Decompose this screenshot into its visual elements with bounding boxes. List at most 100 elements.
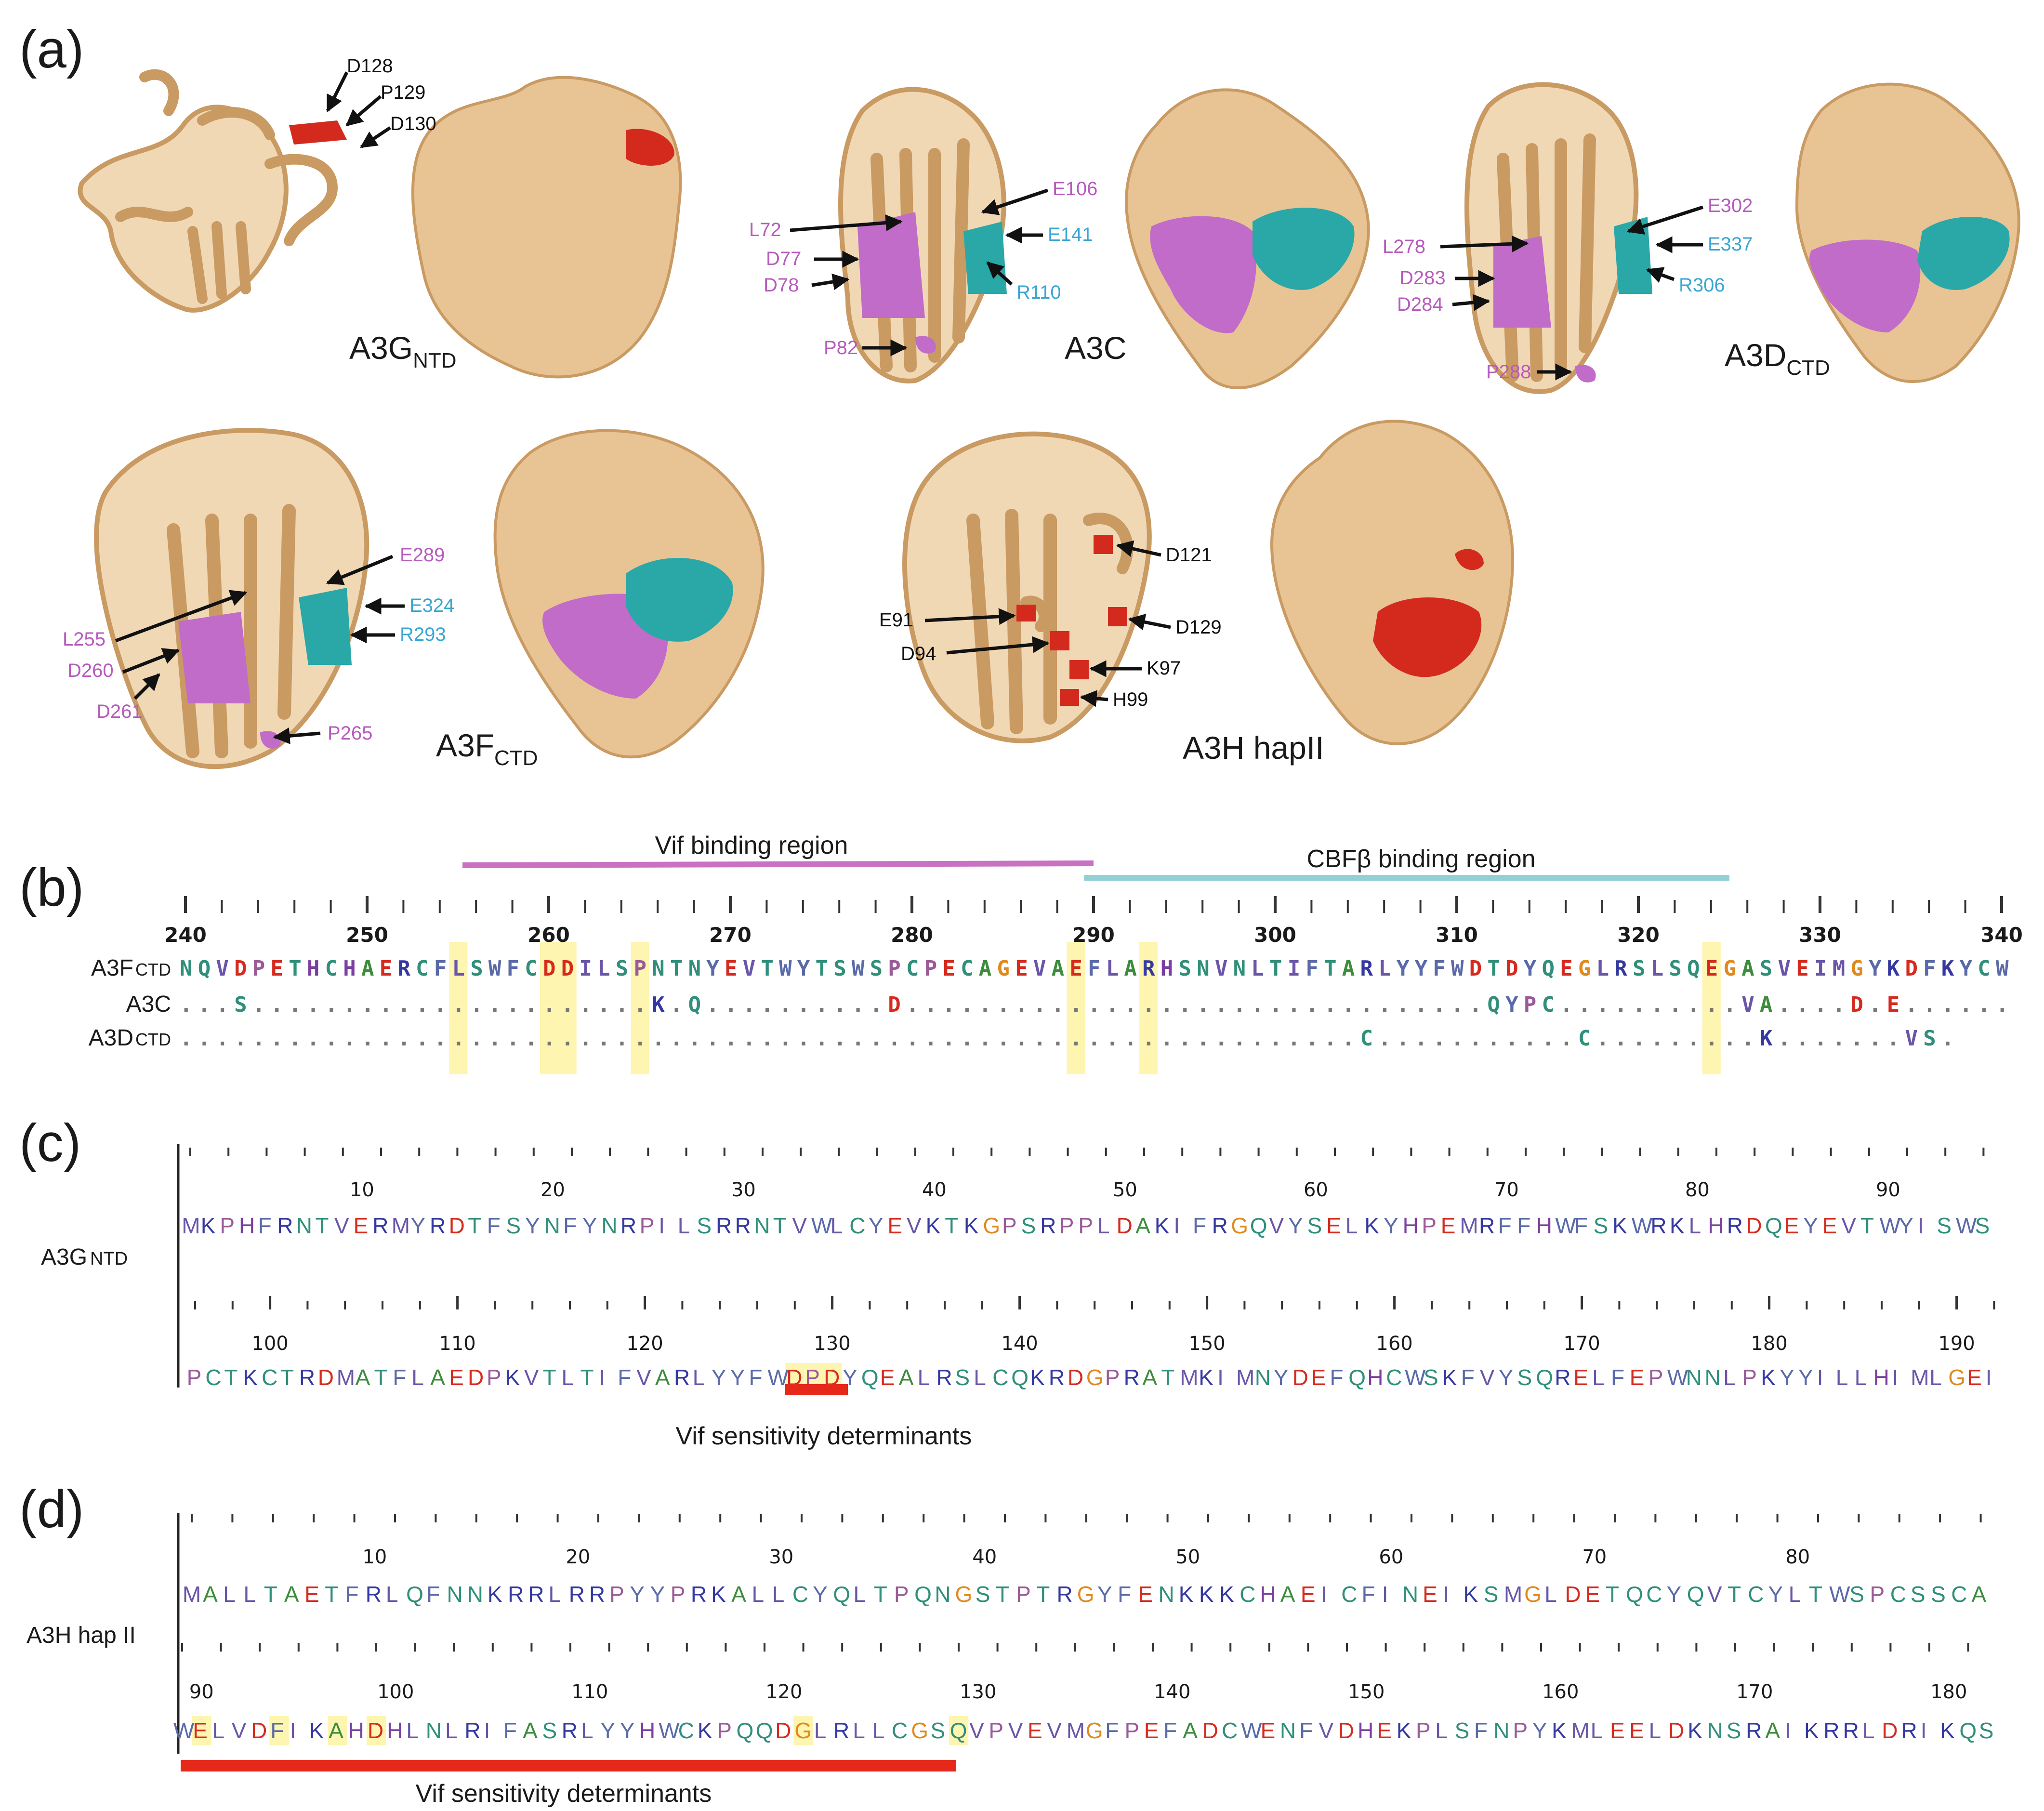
ruler-number: 320 [1617, 923, 1660, 947]
sequence-highlight [793, 1716, 813, 1745]
ruler-number: 140 [1154, 1681, 1190, 1703]
alignment-highlight [558, 942, 577, 1074]
residue-p82: P82 [824, 337, 858, 358]
residue-l255: L255 [63, 629, 105, 650]
ruler-number: 80 [1785, 1546, 1810, 1568]
ruler-number: 40 [972, 1546, 997, 1568]
residue-e289: E289 [400, 544, 445, 566]
vif-binding-region-label: Vif binding region [655, 832, 848, 859]
alignment-row-label: A3F CTD [91, 955, 171, 981]
protein-sequence: MK P H F R N T V E R MY R D T F S Y N F Y N R P I L S R R N T V WL C Y E V K… [182, 1213, 1990, 1238]
a3d-ctd-label: A3DCTD [1725, 337, 1830, 380]
ruler-number: 50 [1113, 1179, 1137, 1201]
a3f-ctd-label: A3FCTD [436, 727, 538, 770]
residue-e337: E337 [1708, 234, 1753, 255]
a3d-ctd-cartoon [1464, 82, 1652, 394]
ruler-number: 10 [350, 1179, 374, 1201]
a3c-surface [1125, 88, 1370, 389]
ruler-number: 20 [566, 1546, 590, 1568]
ruler-number: 70 [1582, 1546, 1607, 1568]
ruler-number: 280 [891, 923, 933, 947]
ruler-number: 100 [377, 1681, 414, 1703]
residue-r306: R306 [1679, 275, 1725, 296]
residue-e106: E106 [1053, 178, 1097, 199]
ruler-number: 30 [769, 1546, 793, 1568]
panel-b-ruler-numbers: 240 250 260 270 280 290 300 310 320 330 340 [164, 923, 2023, 947]
ruler-number: 100 [251, 1333, 288, 1355]
alignment-highlight [1139, 942, 1158, 1074]
panel-b-highlights [449, 942, 1721, 1074]
ruler-number: 250 [346, 923, 388, 947]
alignment-sequence: ........................................… [180, 1026, 1954, 1051]
ruler-number: 60 [1379, 1546, 1403, 1568]
sequence-highlight [366, 1716, 386, 1745]
residue-e91: E91 [879, 609, 913, 631]
a3h-row-label: A3H hap II [26, 1623, 136, 1648]
panel-b-label: (b) [19, 858, 84, 917]
a3g-residue-labels: D128 P129 D130 [326, 55, 436, 148]
ruler-number: 60 [1304, 1179, 1328, 1201]
ruler-number: 110 [439, 1333, 475, 1355]
residue-d77: D77 [766, 248, 801, 269]
ruler-number: 170 [1736, 1681, 1773, 1703]
residue-k97: K97 [1147, 658, 1181, 679]
panel-c-label: (c) [19, 1113, 81, 1173]
alignment-sequence: ...S......................K.Q..........D… [180, 992, 2009, 1017]
alignment-highlight [449, 942, 468, 1074]
alignment-row-label: A3D CTD [89, 1025, 171, 1051]
alignment-highlight [540, 942, 558, 1074]
residue-d130: D130 [390, 113, 436, 134]
residue-l278: L278 [1383, 236, 1425, 257]
panel-a-label: (a) [19, 20, 84, 79]
a3g-ntd-label: A3GNTD [349, 330, 457, 372]
ruler-number: 290 [1072, 923, 1115, 947]
a3g-vif-determinants-bar [785, 1384, 848, 1395]
ruler-number: 120 [765, 1681, 802, 1703]
ruler-number: 300 [1254, 923, 1296, 947]
ruler-number: 150 [1348, 1681, 1385, 1703]
sequence-highlight [269, 1716, 289, 1745]
a3g-ntd-cartoon [78, 69, 347, 313]
protein-sequence: MA L L T A E T F R L Q F N N K R R L R R P Y Y P R K A L L C Y Q L T P Q N G S… [183, 1582, 1987, 1607]
a3h-vif-determinants-label: Vif sensitivity determinants [416, 1780, 712, 1808]
residue-e324: E324 [409, 595, 454, 616]
residue-d283: D283 [1399, 267, 1446, 289]
residue-d129: D129 [1175, 617, 1222, 638]
ruler-number: 40 [922, 1179, 947, 1201]
ruler-number: 130 [814, 1333, 850, 1355]
residue-e302: E302 [1708, 195, 1753, 216]
residue-r293: R293 [400, 624, 446, 645]
alignment-row-label: A3C [126, 991, 171, 1017]
residue-r110: R110 [1016, 282, 1061, 303]
ruler-number: 310 [1436, 923, 1478, 947]
ruler-number: 180 [1751, 1333, 1787, 1355]
panel-b-row-labels: A3F CTD A3C A3D CTD [89, 955, 171, 1051]
ruler-number: 330 [1799, 923, 1841, 947]
residue-d121: D121 [1166, 544, 1212, 566]
residue-e141: E141 [1048, 224, 1093, 245]
alignment-highlight [1067, 942, 1085, 1074]
residue-d128: D128 [347, 55, 393, 77]
ruler-number: 70 [1494, 1179, 1519, 1201]
residue-p129: P129 [381, 82, 425, 103]
cbfb-binding-region-label: CBFβ binding region [1306, 845, 1535, 873]
protein-sequence: WE L V D F I K A H D H L N L R I F A S R L Y Y H WC K P QQD GL R L L C GS… [173, 1718, 1994, 1743]
panel-c-sequence: 10 20 30 40 50 60 70 80 90 MK P H F R N T V E R MY R D T F S Y N F Y… [182, 1148, 1995, 1392]
residue-d260: D260 [67, 660, 114, 681]
ruler-number: 90 [189, 1681, 214, 1703]
panel-d-label: (d) [19, 1480, 84, 1539]
residue-h99: H99 [1113, 689, 1148, 710]
a3h-cartoon [902, 431, 1152, 743]
a3c-label: A3C [1065, 330, 1126, 366]
a3d-ctd-surface [1795, 82, 2020, 383]
residue-d78: D78 [764, 275, 799, 296]
ruler-number: 260 [527, 923, 570, 947]
ruler-number: 170 [1563, 1333, 1600, 1355]
ruler-number: 20 [541, 1179, 565, 1201]
ruler-number: 50 [1175, 1546, 1200, 1568]
a3g-ntd-surface [411, 76, 682, 379]
a3c-cartoon [838, 87, 1007, 383]
residue-p288: P288 [1486, 361, 1531, 383]
